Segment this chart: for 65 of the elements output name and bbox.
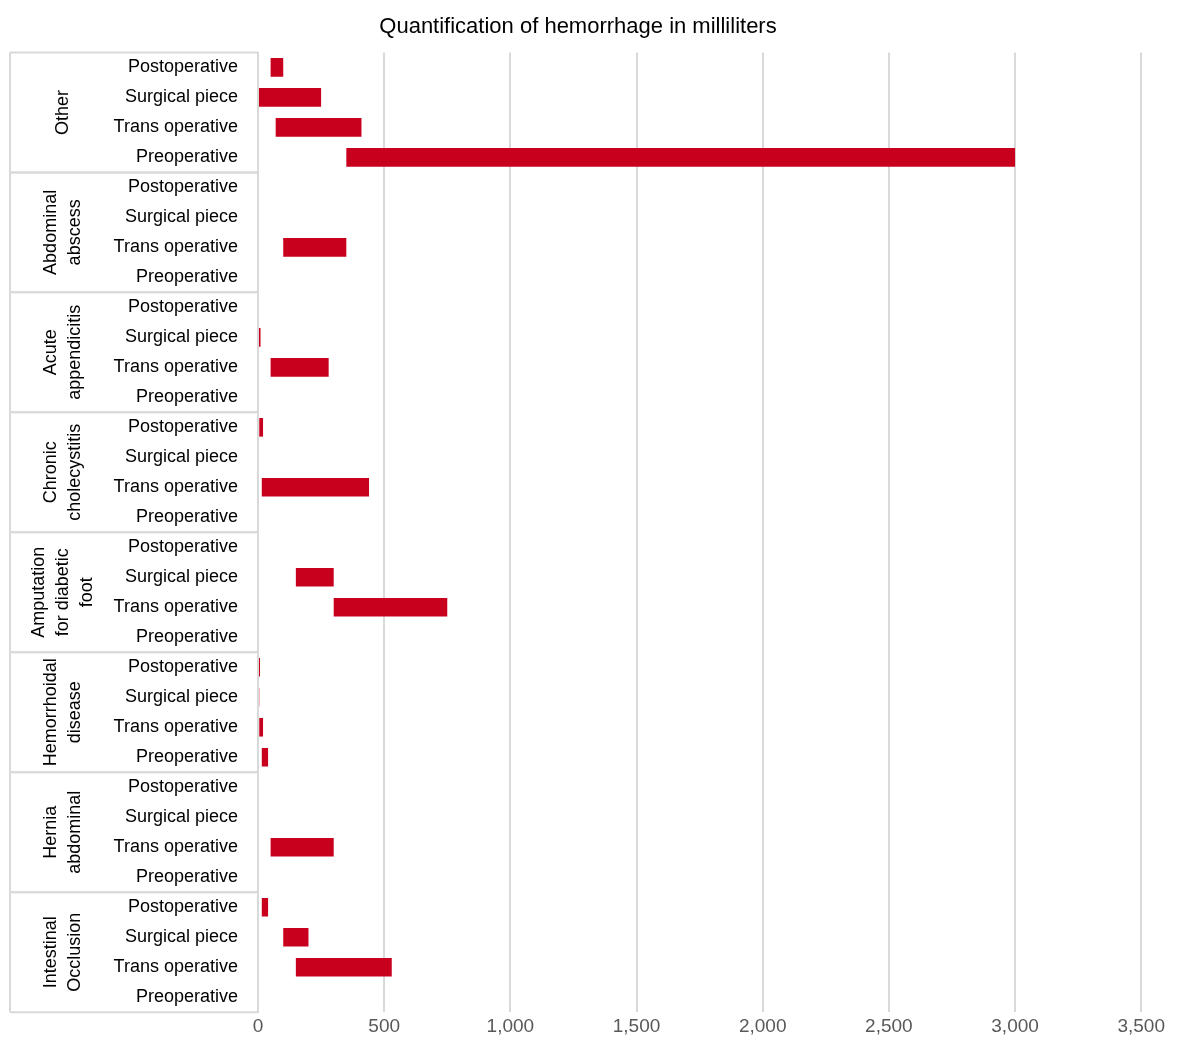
y-tick-label: Surgical piece	[124, 206, 238, 227]
y-tick-label: Trans operative	[113, 716, 238, 737]
y-tick-label: Surgical piece	[124, 686, 238, 707]
y-tick-label: Preoperative	[135, 866, 238, 887]
y-tick-label: Postoperative	[127, 536, 238, 557]
y-tick-label: Preoperative	[135, 506, 238, 527]
bar	[270, 837, 334, 857]
bar	[270, 58, 284, 77]
text: Intestinal Occlusion	[39, 912, 84, 992]
y-tick-label: Surgical piece	[124, 806, 238, 827]
bar	[259, 418, 264, 437]
y-tick-label: Surgical piece	[124, 566, 238, 587]
bar	[270, 358, 329, 377]
y-tick-label: Preoperative	[135, 746, 238, 767]
bar	[346, 148, 1016, 167]
y-tick-label: Postoperative	[127, 176, 238, 197]
x-tick-label: 2,500	[865, 1014, 913, 1036]
y-tick-label: Trans operative	[113, 476, 238, 497]
bar	[261, 478, 370, 497]
text: Other	[51, 89, 72, 135]
bar	[261, 897, 269, 917]
text: Amputation for diabetic foot	[27, 546, 96, 638]
y-tick-label: Surgical piece	[124, 86, 238, 107]
chart-title: Quantification of hemorrhage in milliliters	[379, 13, 777, 39]
x-tick-label: 500	[368, 1014, 401, 1036]
bar	[295, 957, 392, 977]
y-tick-label: Preoperative	[135, 146, 238, 167]
y-tick-label: Postoperative	[127, 656, 238, 677]
y-tick-label: Surgical piece	[124, 446, 238, 467]
y-tick-label: Trans operative	[113, 956, 238, 977]
x-tick-label: 3,500	[1117, 1014, 1165, 1036]
text: Chronic cholecystitis	[39, 423, 84, 521]
y-tick-label: Surgical piece	[124, 926, 238, 947]
bar	[259, 88, 322, 107]
text: Acute appendicitis	[39, 304, 84, 400]
bar	[275, 118, 362, 137]
y-tick-label: Preoperative	[135, 986, 238, 1007]
bar	[283, 927, 309, 947]
text: Abdominal abscess	[39, 189, 84, 275]
bar	[333, 597, 448, 617]
text: Hemorrhoidal disease	[39, 658, 84, 767]
x-tick-label: 1,000	[486, 1014, 535, 1036]
y-tick-label: Trans operative	[113, 836, 238, 857]
y-tick-label: Trans operative	[113, 356, 238, 377]
y-tick-label: Postoperative	[127, 416, 238, 437]
y-tick-label: Postoperative	[127, 296, 238, 317]
bar	[261, 747, 269, 767]
text: Hernia abdominal	[39, 790, 84, 874]
y-tick-label: Postoperative	[127, 56, 238, 77]
x-tick-label: 1,500	[612, 1014, 661, 1036]
bar	[283, 238, 347, 257]
y-tick-label: Preoperative	[135, 386, 238, 407]
y-tick-label: Preoperative	[135, 266, 238, 287]
x-tick-label: 0	[252, 1014, 264, 1036]
y-tick-label: Trans operative	[113, 596, 238, 617]
bar	[295, 567, 334, 587]
y-tick-label: Postoperative	[127, 776, 238, 797]
y-tick-label: Preoperative	[135, 626, 238, 647]
y-tick-label: Surgical piece	[124, 326, 238, 347]
bar	[259, 717, 264, 737]
y-tick-label: Trans operative	[113, 236, 238, 257]
x-tick-label: 3,000	[991, 1014, 1039, 1036]
x-tick-label: 2,000	[738, 1014, 787, 1036]
y-tick-label: Postoperative	[127, 896, 238, 917]
y-tick-label: Trans operative	[113, 116, 238, 137]
